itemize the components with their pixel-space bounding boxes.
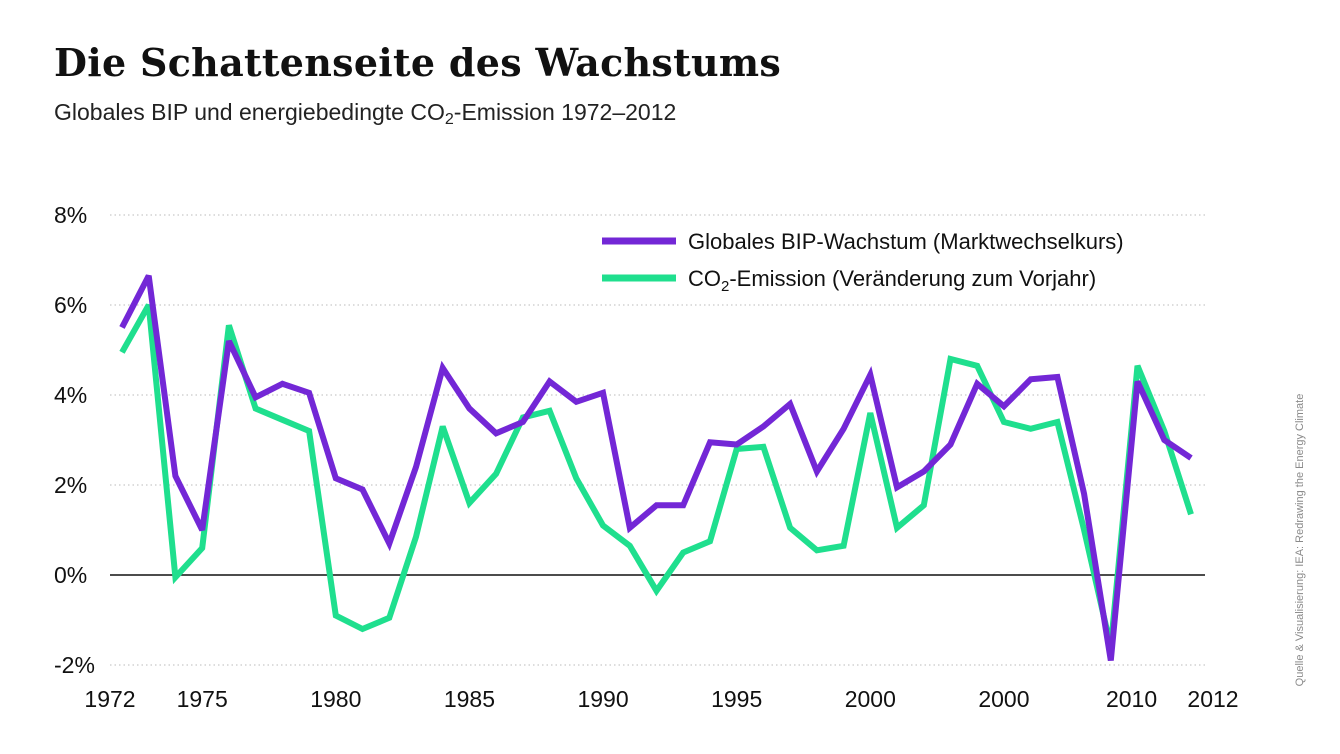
x-tick-label: 2000 xyxy=(845,686,896,712)
legend-co2-prefix: CO xyxy=(688,266,721,291)
x-tick-label: 1995 xyxy=(711,686,762,712)
y-tick-label: 6% xyxy=(54,292,87,318)
chart-subtitle: Globales BIP und energiebedingte CO2-Emi… xyxy=(54,99,676,129)
legend-co2-suffix: -Emission (Veränderung zum Vorjahr) xyxy=(729,266,1096,291)
y-tick-label: 0% xyxy=(54,562,87,588)
chart-title: Die Schattenseite des Wachstums xyxy=(54,40,782,85)
x-tick-label: 1990 xyxy=(577,686,628,712)
y-tick-label: 2% xyxy=(54,472,87,498)
x-tick-label: 1980 xyxy=(310,686,361,712)
y-tick-label: 4% xyxy=(54,382,87,408)
x-tick-label: 1972 xyxy=(84,686,135,712)
legend: Globales BIP-Wachstum (Marktwechselkurs)… xyxy=(602,229,1124,295)
subtitle-subscript: 2 xyxy=(444,110,454,129)
x-tick-label: 1975 xyxy=(177,686,228,712)
subtitle-suffix: -Emission 1972–2012 xyxy=(453,99,677,125)
y-axis-ticks: 8% 6% 4% 2% 0% -2% xyxy=(54,202,95,678)
y-tick-label: -2% xyxy=(54,652,95,678)
x-tick-label: 2010 xyxy=(1106,686,1157,712)
source-note: Quelle & Visualisierung: IEA: Redrawing … xyxy=(1294,393,1306,687)
x-tick-label: 2012 xyxy=(1187,686,1238,712)
series-co2-line xyxy=(119,303,1194,648)
legend-label-co2: CO2-Emission (Veränderung zum Vorjahr) xyxy=(688,266,1096,295)
subtitle-prefix: Globales BIP und energiebedingte CO xyxy=(54,99,445,125)
series-gdp-line xyxy=(119,274,1193,661)
x-axis-ticks: 1972 1975 1980 1985 1990 1995 2000 2000 2010 2012 xyxy=(84,686,1238,712)
series-layer xyxy=(119,274,1194,661)
legend-co2-subscript: 2 xyxy=(721,278,729,295)
legend-label-gdp: Globales BIP-Wachstum (Marktwechselkurs) xyxy=(688,229,1124,254)
y-tick-label: 8% xyxy=(54,202,87,228)
grid-layer xyxy=(110,214,1205,666)
x-tick-label: 1985 xyxy=(444,686,495,712)
x-tick-label: 2000 xyxy=(978,686,1029,712)
